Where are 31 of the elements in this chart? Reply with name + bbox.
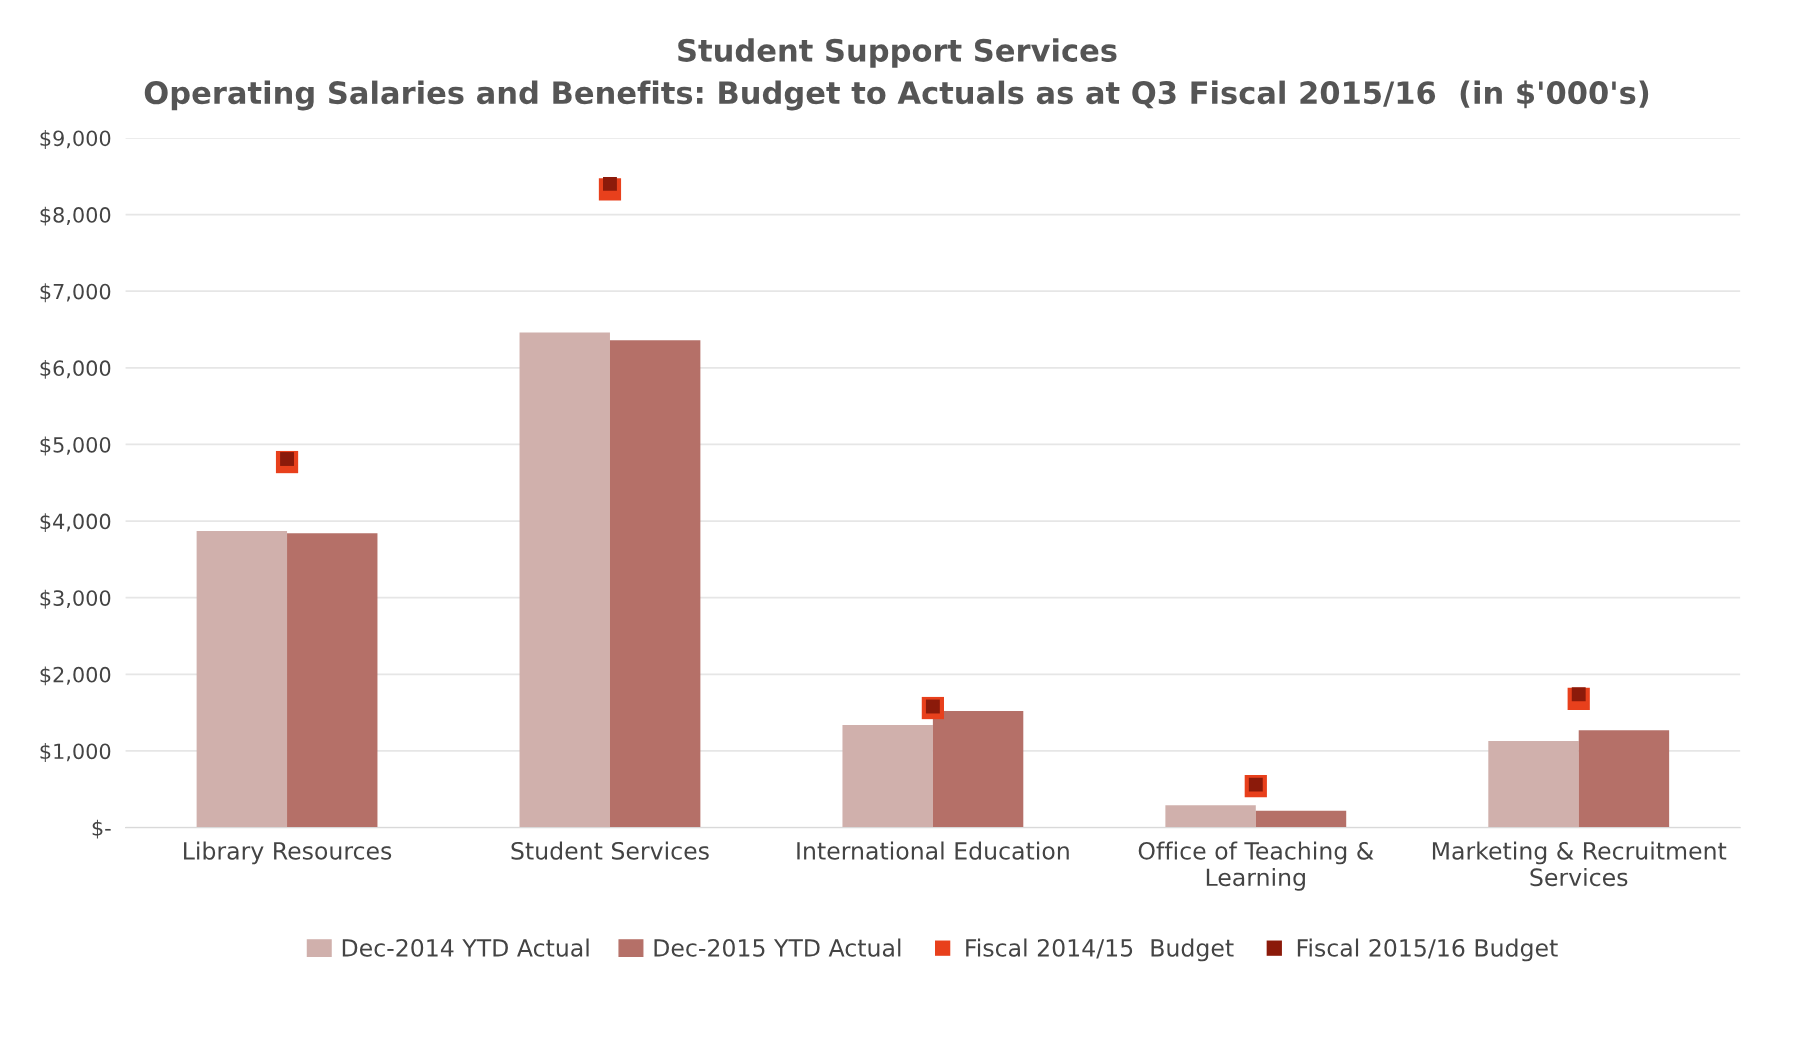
bar xyxy=(1578,730,1670,828)
y-tick-label: $5,000 xyxy=(40,436,111,456)
bar xyxy=(932,711,1024,828)
legend-label: Dec-2015 YTD Actual xyxy=(654,938,901,957)
bar xyxy=(287,533,378,828)
y-tick-label: $- xyxy=(92,819,111,839)
legend-label: Fiscal 2014/15 Budget xyxy=(966,938,1234,962)
legend-label: Dec-2014 YTD Actual xyxy=(342,938,589,957)
bar xyxy=(519,332,610,828)
y-tick-label: $7,000 xyxy=(40,283,111,303)
bar xyxy=(196,531,288,828)
x-tick-label: Student Services xyxy=(511,841,709,860)
x-tick-label: Library Resources xyxy=(184,841,392,865)
chart-title: Student Support Services xyxy=(678,38,1117,68)
bar xyxy=(1165,805,1256,828)
x-tick-label: Office of Teaching & Learning xyxy=(1138,841,1374,891)
chart-subtitle: Operating Salaries and Benefits: Budget to Actuals as at Q3 Fiscal 2015/16 (in $'000's) xyxy=(144,80,1649,111)
legend-label: Fiscal 2015/16 Budget xyxy=(1297,938,1558,962)
x-tick-label: Marketing & Recruitment Services xyxy=(1432,841,1727,887)
y-tick-label: $9,000 xyxy=(40,130,111,149)
x-tick-label: International Education xyxy=(797,841,1069,860)
y-tick-label: $6,000 xyxy=(40,359,111,379)
bar xyxy=(1488,740,1579,828)
bar xyxy=(609,340,701,828)
y-tick-label: $3,000 xyxy=(40,589,111,609)
bar xyxy=(842,724,933,828)
bar xyxy=(1255,810,1347,828)
y-tick-label: $2,000 xyxy=(40,666,111,686)
y-tick-label: $8,000 xyxy=(40,206,111,226)
y-tick-label: $1,000 xyxy=(40,743,111,762)
y-tick-label: $4,000 xyxy=(40,513,111,533)
